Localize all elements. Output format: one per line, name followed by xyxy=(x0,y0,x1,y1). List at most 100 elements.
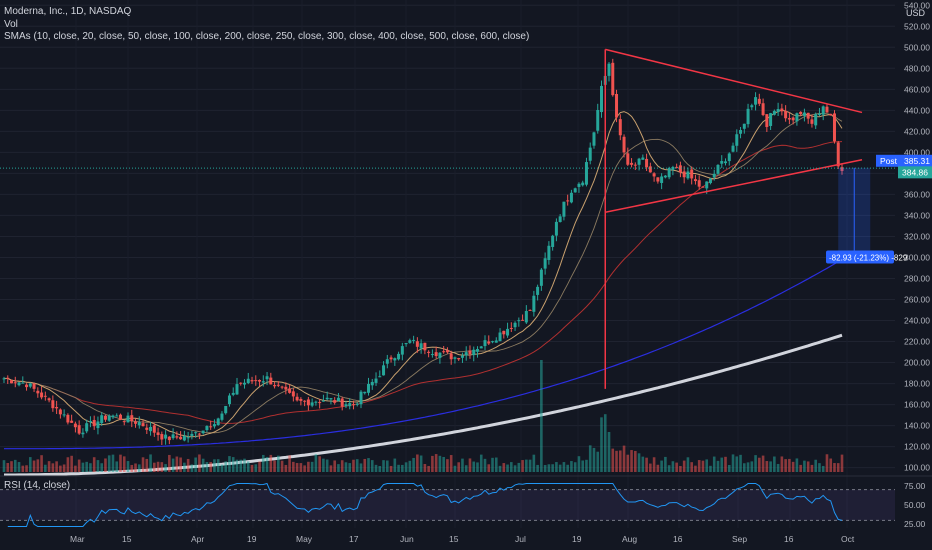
candle-body xyxy=(551,235,555,247)
candle-body xyxy=(149,426,153,432)
volume-bar xyxy=(506,464,509,472)
candle-body xyxy=(141,423,145,427)
candle-body xyxy=(340,398,344,407)
candle-body xyxy=(708,178,712,184)
candle-body xyxy=(13,382,17,384)
volume-bar xyxy=(660,460,663,472)
volume-bar xyxy=(359,463,363,472)
volume-bar xyxy=(502,463,506,472)
volume-bar xyxy=(59,465,62,472)
volume-bar xyxy=(836,463,840,472)
candle-body xyxy=(21,382,25,384)
volume-bar xyxy=(96,460,100,472)
candle-body xyxy=(408,340,412,343)
volume-bar xyxy=(622,445,626,472)
price-tick-label: 120.00 xyxy=(904,442,930,452)
candle-body xyxy=(720,161,724,164)
candle-body xyxy=(333,400,337,403)
volume-bar xyxy=(784,459,787,472)
price-tick-label: 440.00 xyxy=(904,105,930,115)
volume-bar xyxy=(746,462,750,472)
candle-body xyxy=(626,153,630,165)
candle-body xyxy=(336,397,340,401)
candle-body xyxy=(160,434,164,440)
volume-bar xyxy=(134,463,137,472)
candle-body xyxy=(152,425,156,433)
volume-bar xyxy=(833,463,836,472)
volume-bar xyxy=(62,464,66,472)
candle-body xyxy=(400,346,404,355)
volume-bar xyxy=(370,460,374,472)
candle-body xyxy=(164,434,168,439)
volume-bar xyxy=(104,458,107,472)
candle-body xyxy=(483,340,487,347)
candle-body xyxy=(663,175,667,178)
volume-bar xyxy=(675,462,678,472)
volume-bar xyxy=(107,455,111,472)
volume-bar xyxy=(122,456,126,472)
volume-bar xyxy=(156,461,160,472)
candle-body xyxy=(656,177,660,182)
candle-body xyxy=(581,182,585,186)
candle-body xyxy=(280,386,284,388)
volume-bar xyxy=(483,458,487,472)
volume-bar xyxy=(735,456,739,472)
candle-body xyxy=(197,433,201,435)
volume-bar xyxy=(618,450,622,472)
volume-bar xyxy=(190,464,194,472)
candle-body xyxy=(618,119,622,136)
volume-bar xyxy=(284,464,288,472)
candle-body xyxy=(464,352,468,356)
volume-bar xyxy=(13,459,17,472)
candle-body xyxy=(442,351,446,353)
candle-body xyxy=(314,401,318,403)
time-tick-label: Apr xyxy=(191,534,204,544)
volume-bar xyxy=(829,458,833,472)
candle-body xyxy=(615,93,619,118)
volume-bar xyxy=(401,464,404,472)
time-tick-label: Jul xyxy=(515,534,526,544)
volume-bar xyxy=(51,463,55,472)
candle-body xyxy=(569,192,573,203)
candle-body xyxy=(325,397,329,400)
volume-bar xyxy=(66,457,70,472)
candle-body xyxy=(367,383,371,393)
candle-body xyxy=(543,258,547,269)
candle-body xyxy=(329,398,333,400)
volume-bar xyxy=(363,458,367,472)
candle-body xyxy=(351,404,355,406)
volume-bar xyxy=(194,457,197,472)
candle-body xyxy=(92,419,96,427)
volume-bar xyxy=(141,457,145,472)
volume-bar xyxy=(44,464,47,472)
volume-bar xyxy=(374,464,378,472)
volume-bar xyxy=(213,459,216,472)
candle-body xyxy=(795,113,799,122)
last-price: 384.86 xyxy=(902,167,928,177)
volume-bar xyxy=(367,458,370,472)
candle-body xyxy=(318,402,322,404)
candle-body xyxy=(55,407,59,409)
volume-bar xyxy=(682,460,686,472)
candle-body xyxy=(554,221,558,236)
volume-bar xyxy=(615,450,618,472)
volume-bar xyxy=(288,455,291,472)
candle-body xyxy=(201,430,205,434)
candle-body xyxy=(648,166,652,173)
volume-bar xyxy=(130,464,134,472)
volume-bar xyxy=(149,454,152,472)
volume-bar xyxy=(596,451,600,472)
volume-bar xyxy=(292,461,295,472)
volume-bar xyxy=(322,458,325,472)
candle-body xyxy=(295,396,299,401)
volume-bar xyxy=(111,454,115,472)
volume-bar xyxy=(679,465,682,472)
candle-body xyxy=(716,164,720,174)
candle-body xyxy=(739,130,743,134)
candle-body xyxy=(686,171,690,179)
volume-bar xyxy=(81,462,85,472)
candle-body xyxy=(566,200,570,202)
trend-line xyxy=(605,48,863,114)
candle-body xyxy=(784,110,788,119)
